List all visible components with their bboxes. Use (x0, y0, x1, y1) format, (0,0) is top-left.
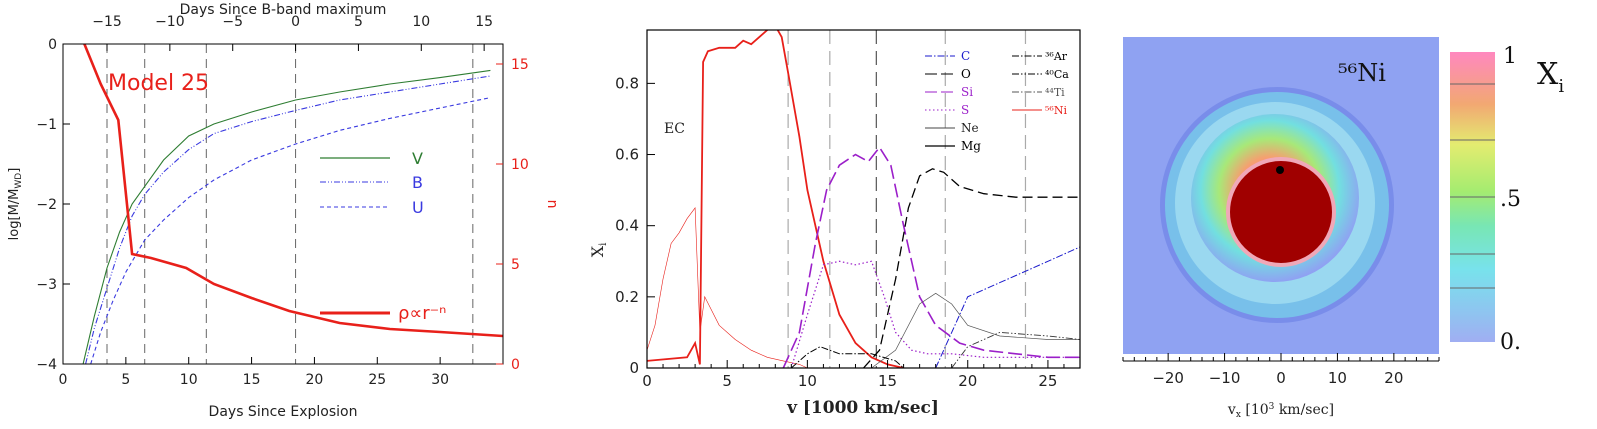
middle-legend: CO Si S Ne Mg ³⁶Ar ⁴⁰Ca ⁴⁴Ti ⁵⁶Ni (925, 49, 1069, 153)
colorbar-label: Xi (1537, 57, 1564, 97)
y-tick-label: −3 (36, 277, 57, 293)
right-y-tick-label: 5 (511, 257, 520, 273)
series-line-2 (90, 97, 491, 364)
legend-label: Si (961, 85, 973, 99)
left-axes: 0 5 10 15 20 25 30−15 −10 −5 0 5 10 150−1−2−3−4 05101… (36, 14, 528, 388)
heatmap-annotation: ⁵⁶Ni (1338, 59, 1386, 87)
y-tick-label: −4 (36, 357, 57, 373)
top-x-tick-label: 0 (291, 14, 300, 30)
left-annotation: Model 25 (108, 71, 209, 96)
middle-plot-frame (646, 29, 1081, 369)
middle-series (647, 30, 1080, 368)
y-tick-label: −1 (36, 117, 57, 133)
x-tick-label: 5 (722, 372, 732, 390)
series-line-0 (82, 69, 491, 364)
legend-b-label: B (412, 173, 423, 192)
legend-label: C (961, 49, 970, 63)
series-line-2 (782, 146, 1080, 368)
left-right-ylabel: n (544, 200, 560, 209)
top-x-tick-label: −10 (155, 14, 185, 30)
x-tick-label: 25 (368, 372, 386, 388)
middle-xlabel: v [1000 km/sec] (786, 398, 939, 418)
series-line-3 (83, 44, 503, 338)
left-bottom-xlabel: Days Since Explosion (209, 404, 358, 420)
heatmap-core (1226, 157, 1336, 267)
series-line-1 (85, 75, 491, 364)
top-x-tick-label: 10 (412, 14, 430, 30)
x-tick-label: 10 (180, 372, 198, 388)
right-y-tick-label: 0 (511, 357, 520, 373)
y-tick-label: 0 (629, 359, 639, 377)
legend-label: ⁴⁰Ca (1045, 68, 1069, 81)
x-tick-label: 10 (1328, 369, 1347, 387)
heatmap-center-dot (1276, 166, 1284, 174)
x-tick-label: 5 (121, 372, 130, 388)
y-tick-label: 0.2 (615, 288, 639, 306)
series-line-1 (647, 207, 808, 368)
series-line-7 (790, 346, 920, 368)
middle-ylabel: Xi (588, 243, 609, 258)
left-chart: 0 5 10 15 20 25 30−15 −10 −5 0 5 10 150−1−2−3−4 05101… (7, 2, 560, 420)
y-tick-label: 0.8 (615, 74, 639, 92)
right-y-tick-label: 10 (511, 157, 529, 173)
x-tick-label: 20 (958, 372, 977, 390)
middle-axes: 0 5 10 15 20 25 0 0.2 0.4 0.6 0.8 (615, 74, 1065, 390)
right-y-tick-label: 15 (511, 57, 529, 73)
left-top-xlabel: Days Since B-band maximum (180, 2, 387, 18)
x-tick-label: 15 (243, 372, 261, 388)
series-line-0 (647, 30, 904, 368)
middle-annotation: EC (664, 121, 685, 137)
x-tick-label: 30 (431, 372, 449, 388)
legend-rho-label: ρ∝r⁻ⁿ (398, 303, 446, 324)
legend-label: Mg (961, 139, 981, 153)
x-tick-label: 0 (1276, 369, 1286, 387)
y-tick-label: 0 (48, 37, 57, 53)
legend-label: S (961, 103, 969, 117)
x-tick-label: 15 (878, 372, 897, 390)
colorbar-tick-label: 0. (1500, 330, 1521, 355)
x-tick-label: −20 (1152, 369, 1184, 387)
y-tick-label: 0.6 (615, 146, 639, 164)
x-tick-label: 25 (1038, 372, 1057, 390)
heatmap-axis: −20 −10 0 10 20 (1122, 353, 1440, 387)
x-tick-label: −10 (1209, 369, 1241, 387)
colorbar-tick-label: 1 (1503, 44, 1517, 69)
top-x-tick-label: 5 (354, 14, 363, 30)
y-tick-label: −2 (36, 197, 57, 213)
x-tick-label: 0 (642, 372, 652, 390)
colorbar: 1 .5 0. Xi (1450, 44, 1564, 355)
series-line-6 (871, 292, 1080, 368)
x-tick-label: 20 (1384, 369, 1403, 387)
legend-label: O (961, 67, 971, 81)
heatmap-xlabel: vx [103 km/sec] (1227, 402, 1334, 420)
top-x-tick-label: 15 (475, 14, 493, 30)
left-legend: V B U ρ∝r⁻ⁿ (320, 149, 446, 324)
legend-v-label: V (412, 149, 423, 168)
middle-chart: 0 5 10 15 20 25 0 0.2 0.4 0.6 0.8 EC v [1000 km/se… (588, 29, 1081, 418)
series-line-4 (863, 168, 1080, 368)
series-line-3 (790, 260, 1080, 368)
top-x-tick-label: −15 (92, 14, 122, 30)
left-series (82, 44, 503, 364)
x-tick-label: 10 (798, 372, 817, 390)
series-line-5 (935, 246, 1080, 368)
y-tick-label: 0.4 (615, 217, 639, 235)
legend-label: ⁵⁶Ni (1045, 104, 1067, 117)
colorbar-tick-label: .5 (1500, 187, 1521, 212)
x-tick-label: 20 (306, 372, 324, 388)
left-ylabel: log[M/MWD] (7, 168, 24, 241)
series-line-8 (951, 331, 1080, 368)
legend-u-label: U (412, 198, 424, 217)
middle-vlines (787, 30, 1027, 368)
top-x-tick-label: −5 (222, 14, 243, 30)
legend-label: Ne (961, 121, 979, 135)
x-tick-label: 0 (59, 372, 68, 388)
legend-label: ³⁶Ar (1045, 50, 1068, 63)
heatmap-panel: ⁵⁶Ni −20 −10 0 10 20 vx [103 km/sec] 1 .5 0.… (1122, 37, 1564, 420)
legend-label: ⁴⁴Ti (1045, 86, 1065, 99)
